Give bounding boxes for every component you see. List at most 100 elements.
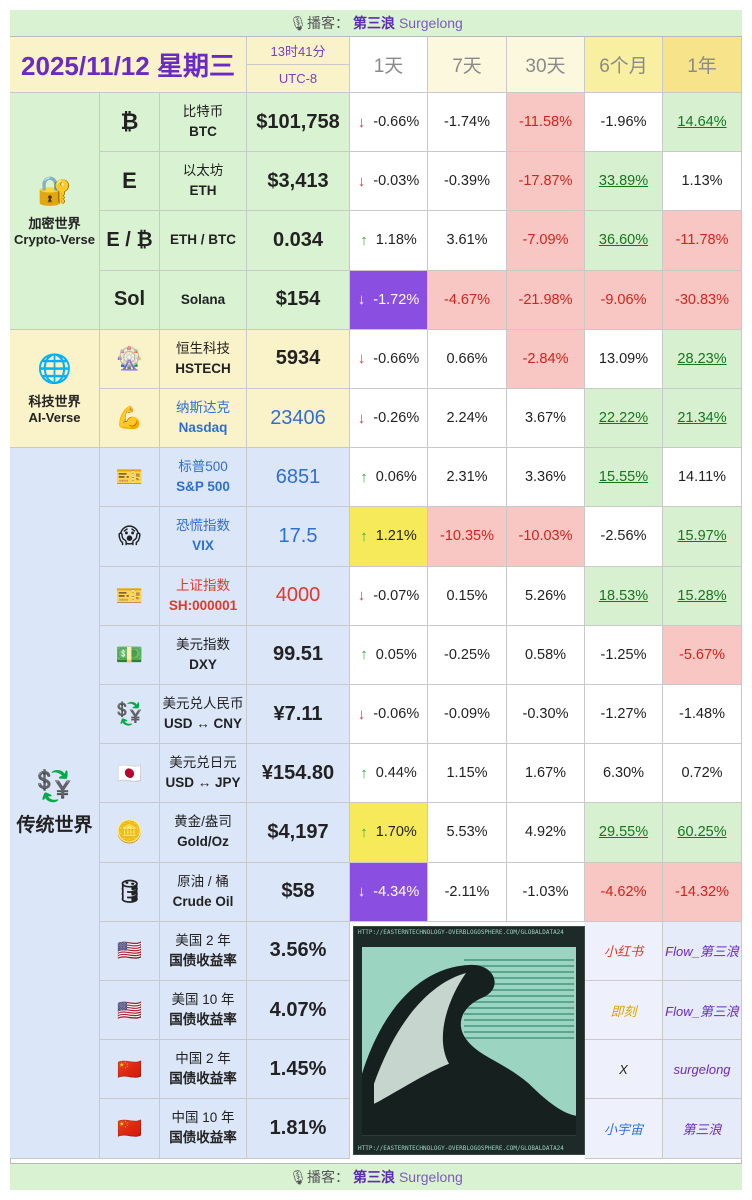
change-5-4: 21.34% <box>663 389 742 449</box>
change-8-2: 5.26% <box>507 566 585 626</box>
change-3-0: ↓ -1.72% <box>350 270 428 330</box>
percent-text: 5.53% <box>446 824 488 841</box>
percent-text: 0.15% <box>446 587 488 604</box>
asset-icon: 🇨🇳 <box>117 1117 142 1140</box>
change-7-0: ↑ 1.21% <box>350 507 428 567</box>
percent-text: 28.23% <box>677 350 727 367</box>
section-1: 🌐 科技世界 AI-Verse <box>10 329 100 449</box>
asset-icon: 🪙 <box>115 819 144 845</box>
section-cn: 加密世界 <box>28 216 81 232</box>
price-text: $3,413 <box>267 169 329 192</box>
period-header-4[interactable]: 1年 <box>663 37 742 93</box>
banner-prefix: 播客： <box>306 15 349 31</box>
asset-cn-text: 黄金/盎司 <box>174 814 232 830</box>
percent-text: -2.84% <box>522 350 569 367</box>
asset-en-text: Nasdaq <box>178 420 228 436</box>
social-platform-3[interactable]: 小宇宙 <box>585 1099 663 1159</box>
change-9-0: ↑ 0.05% <box>350 625 428 685</box>
percent-text: 21.34% <box>677 410 727 427</box>
social-handle-3[interactable]: 第三浪 <box>663 1099 742 1159</box>
asset-cn-text: 标普500 <box>178 459 228 475</box>
period-label: 30天 <box>525 56 566 77</box>
percent-text: 0.72% <box>681 765 723 782</box>
percent-text: 2.24% <box>446 410 488 427</box>
asset-name-8: 上证指数 SH:000001 <box>160 566 247 626</box>
change-7-4: 15.97% <box>663 507 742 567</box>
price-text: 0.034 <box>272 228 324 251</box>
price-text: 99.51 <box>272 643 324 666</box>
change-11-4: 0.72% <box>663 744 742 804</box>
period-header-2[interactable]: 30天 <box>507 37 585 93</box>
period-header-3[interactable]: 6个月 <box>585 37 663 93</box>
asset-cn-text: 美元兑人民币 <box>162 696 244 712</box>
asset-price-8: 4000 <box>247 566 350 626</box>
change-10-3: -1.27% <box>585 685 663 745</box>
change-0-4: 14.64% <box>663 93 742 153</box>
section-cn: 传统世界 <box>16 814 93 836</box>
social-handle-0[interactable]: Flow_第三浪 <box>663 921 742 981</box>
asset-icon: 🇨🇳 <box>117 1058 142 1081</box>
social-platform-2[interactable]: X <box>585 1040 663 1100</box>
asset-name-3: Solana <box>160 270 247 330</box>
percent-text: 14.11% <box>677 469 727 486</box>
handle-text: surgelong <box>673 1061 731 1077</box>
asset-name-12: 黄金/盎司 Gold/Oz <box>160 803 247 863</box>
percent-text: -4.62% <box>600 883 647 900</box>
time-text: 13时41分 <box>270 44 326 59</box>
percent-text: 1.70% <box>375 824 417 841</box>
asset-name-17: 中国 10 年国债收益率 <box>160 1099 247 1159</box>
asset-name-1: 以太坊 ETH <box>160 152 247 212</box>
period-label: 6个月 <box>599 56 648 77</box>
change-11-0: ↑ 0.44% <box>350 744 428 804</box>
social-platform-0[interactable]: 小红书 <box>585 921 663 981</box>
asset-en-text: 国债收益率 <box>169 952 237 968</box>
social-handle-2[interactable]: surgelong <box>663 1040 742 1100</box>
platform-text: 小红书 <box>603 944 643 960</box>
asset-en: Gold/Oz <box>177 832 229 852</box>
date-title: 2025/11/12 星期三 <box>10 37 247 93</box>
percent-text: 29.55% <box>598 824 649 841</box>
change-1-1: -0.39% <box>428 152 507 212</box>
change-0-1: -1.74% <box>428 93 507 153</box>
percent-text: 15.55% <box>598 469 649 486</box>
change-1-0: ↓ -0.03% <box>350 152 428 212</box>
row-icon-10: 💱 <box>100 685 160 745</box>
podcast-banner-bottom[interactable]: 🎙 播客： 第三浪 Surgelong <box>10 1163 742 1190</box>
price-text: $101,758 <box>256 110 340 133</box>
banner-name-en: Surgelong <box>398 15 463 31</box>
asset-en-text: DXY <box>189 656 217 672</box>
price-text: 5934 <box>275 347 321 370</box>
period-label: 1天 <box>373 56 404 77</box>
percent-text: -11.58% <box>519 114 572 131</box>
period-header-0[interactable]: 1天 <box>350 37 428 93</box>
row-icon-2: E / ₿ <box>100 211 160 271</box>
percent-text: 14.64% <box>677 114 727 131</box>
change-2-4: -11.78% <box>663 211 742 271</box>
asset-en: 国债收益率 <box>169 951 237 971</box>
timezone-label: UTC-8 <box>247 65 350 93</box>
change-4-3: 13.09% <box>585 329 663 389</box>
asset-cn: 标普500 <box>178 457 228 477</box>
period-header-1[interactable]: 7天 <box>428 37 507 93</box>
social-platform-1[interactable]: 即刻 <box>585 981 663 1041</box>
asset-price-14: 3.56% <box>247 921 350 981</box>
price-text: 17.5 <box>278 524 318 547</box>
banner-name: 第三浪 <box>352 1169 395 1185</box>
asset-cn-text: 中国 10 年 <box>171 1110 235 1126</box>
change-2-1: 3.61% <box>428 211 507 271</box>
percent-text: -1.03% <box>522 883 569 900</box>
asset-icon: 🎫 <box>115 582 144 608</box>
percent-text: -0.03% <box>373 173 420 190</box>
asset-name-11: 美元兑日元 USD ↔ JPY <box>160 744 247 804</box>
asset-en-text: BTC <box>189 124 217 140</box>
asset-name-4: 恒生科技 HSTECH <box>160 329 247 389</box>
date-text: 2025/11/12 星期三 <box>21 51 235 81</box>
podcast-banner-top[interactable]: 🎙 播客： 第三浪 Surgelong <box>10 10 742 37</box>
asset-en: ETH / BTC <box>170 230 236 250</box>
social-handle-1[interactable]: Flow_第三浪 <box>663 981 742 1041</box>
asset-en-text: 国债收益率 <box>169 1130 237 1146</box>
change-7-3: -2.56% <box>585 507 663 567</box>
asset-cn: 美国 2 年 <box>175 931 231 951</box>
asset-icon: 🛢 <box>115 878 144 904</box>
asset-cn-text: 美国 2 年 <box>175 932 231 948</box>
